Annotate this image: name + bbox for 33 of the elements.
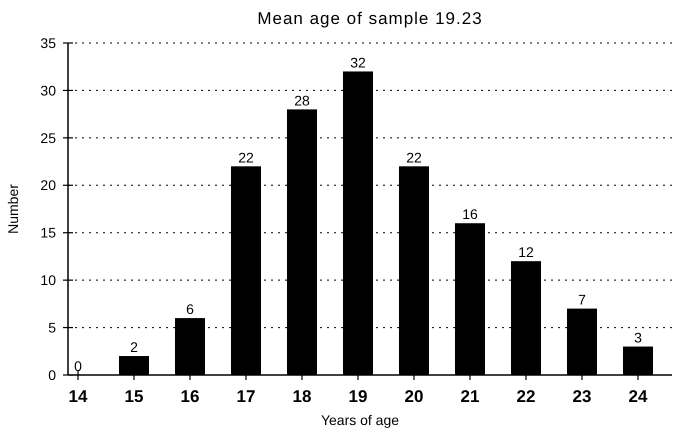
x-tick-label: 17 [236,387,256,406]
data-label: 12 [518,244,534,260]
x-tick-label: 24 [628,387,648,406]
y-tick-label: 10 [40,272,56,288]
x-tick-label: 14 [68,387,88,406]
y-tick-label: 15 [40,224,56,241]
data-label: 0 [74,358,82,374]
data-label: 22 [238,149,254,166]
data-label: 32 [350,54,366,70]
x-tick-label: 21 [460,387,480,406]
y-tick-label: 25 [40,130,56,146]
x-tick-label: 15 [124,387,144,406]
x-tick-label: 20 [404,387,424,406]
x-tick-label: 18 [292,387,312,406]
y-tick-label: 30 [40,82,56,98]
x-tick-label: 19 [348,387,368,406]
data-label: 28 [294,92,310,108]
x-tick-label: 22 [516,387,536,406]
y-tick-label: 5 [48,319,56,336]
x-tick-label: 16 [180,387,200,406]
x-axis-title: Years of age [320,412,400,428]
y-tick-label: 0 [48,366,56,383]
y-tick-label: 35 [40,34,56,51]
data-label: 6 [186,301,194,318]
data-label: 16 [462,206,478,222]
data-label: 3 [634,330,642,346]
y-axis-title: Number [5,184,21,234]
data-label: 2 [130,339,138,356]
chart-title: Mean age of sample 19.23 [257,9,483,28]
y-tick-label: 20 [40,177,56,194]
x-tick-label: 23 [572,387,592,406]
data-label: 22 [406,149,422,166]
data-label: 7 [578,292,586,308]
